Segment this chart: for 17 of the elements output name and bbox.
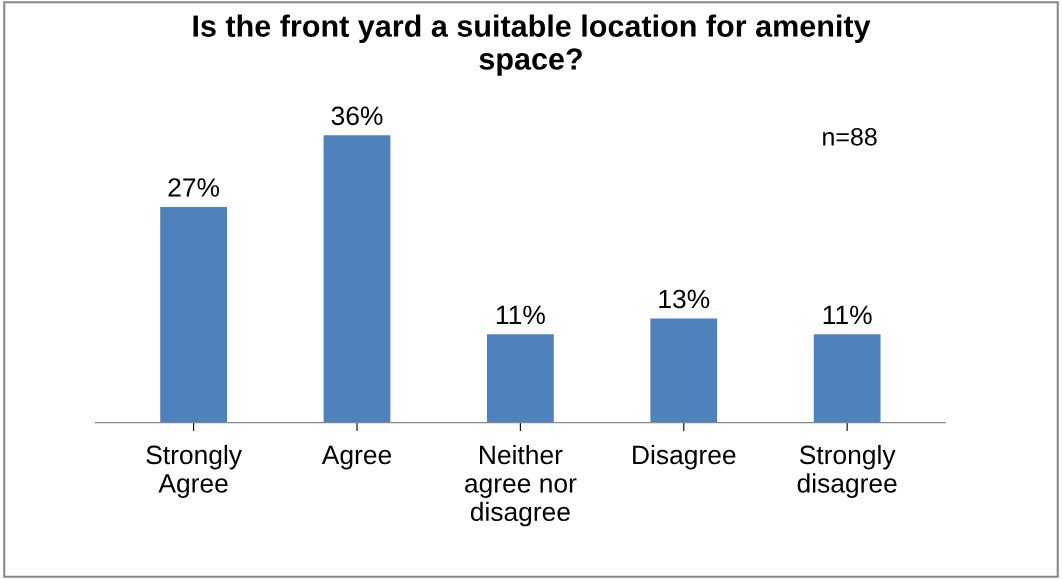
x-tick-label: Neither agree nor disagree <box>465 444 577 527</box>
data-label: 27% <box>168 178 220 197</box>
x-tick-label: Strongly Agree <box>146 444 242 498</box>
x-tick-label: Agree <box>321 445 392 470</box>
bar <box>813 334 881 423</box>
x-tick-label: Disagree <box>633 444 736 470</box>
x-tick-label: Strongly disagree <box>797 444 897 498</box>
data-label: 11% <box>823 305 872 325</box>
bar <box>487 334 554 423</box>
bar <box>323 135 391 423</box>
bar <box>160 206 227 423</box>
bar <box>650 318 718 423</box>
data-label: 36% <box>331 106 383 126</box>
annotation: n=88 <box>823 127 877 146</box>
data-label: 13% <box>659 289 710 309</box>
chart-title: Is the front yard a suitable location for amenity space? <box>193 14 871 76</box>
data-label: 11% <box>496 305 545 325</box>
